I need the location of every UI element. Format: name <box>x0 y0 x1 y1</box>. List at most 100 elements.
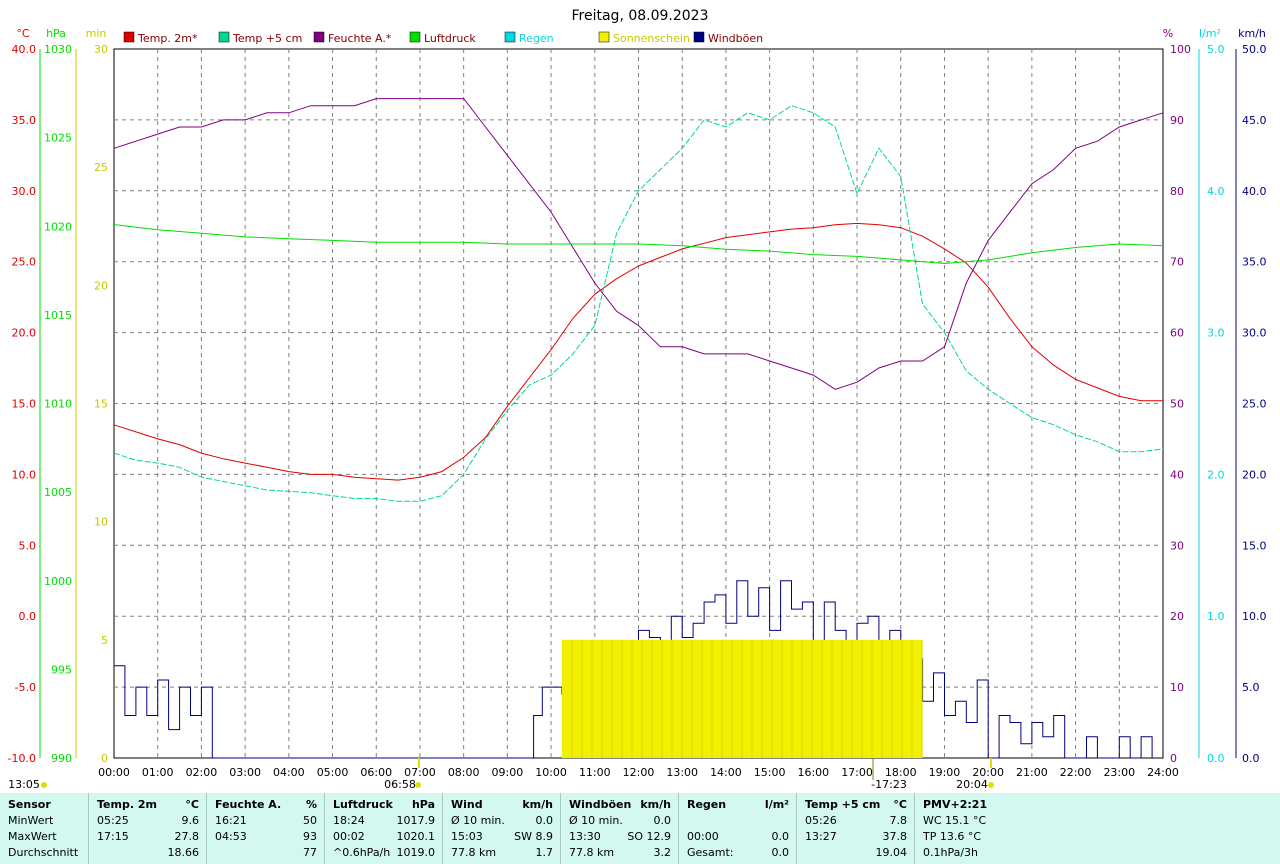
axis-tick-label: 30 <box>1170 539 1184 552</box>
footer-column: Sensor MinWert MaxWert Durchschnitt <box>0 793 88 864</box>
axis-tick-label: 0.0 <box>1207 752 1225 765</box>
axis-tick-label: 4.0 <box>1207 185 1225 198</box>
axis-tick-label: 10.0 <box>12 468 37 481</box>
x-tick-label: 10:00 <box>535 766 567 779</box>
x-tick-label: 08:00 <box>448 766 480 779</box>
footer-cell-label: 77.8 km <box>451 846 497 859</box>
footer-header-row: Regen l/m² <box>679 797 797 813</box>
legend-swatch <box>504 31 516 43</box>
footer-cell-label: Windböen <box>569 798 632 811</box>
series-line <box>113 224 1164 265</box>
axis-tick-label: 25 <box>94 161 108 174</box>
axis-tick-label: 80 <box>1170 185 1184 198</box>
footer-row: WC 15.1 °C <box>915 813 1280 829</box>
footer-row: Durchschnitt <box>0 845 88 861</box>
footer-cell-label: MaxWert <box>8 830 57 843</box>
footer-header-row: Temp. 2m °C <box>89 797 207 813</box>
x-tick-label: 20:00 <box>972 766 1004 779</box>
footer-row: 18:24 1017.9 <box>325 813 443 829</box>
footer-cell-label: 15:03 <box>451 830 483 843</box>
x-tick-label: 12:00 <box>623 766 655 779</box>
axis-tick-label: 10 <box>1170 681 1184 694</box>
legend-swatch <box>693 31 705 43</box>
footer-cell-value: 50 <box>303 814 317 827</box>
axis-tick-label: 1.0 <box>1207 610 1225 623</box>
footer-cell-value: 0.0 <box>771 846 790 859</box>
footer-row: 77.8 km 1.7 <box>443 845 561 861</box>
legend: Temp. 2m* Temp +5 cm Feuchte A.* Luftdruck R… <box>123 31 763 45</box>
legend-swatch <box>123 31 135 43</box>
footer-column: Feuchte A.% 16:21 50 04:53 93 77 <box>206 793 325 864</box>
series-line <box>113 222 1163 481</box>
x-tick-label: 23:00 <box>1103 766 1135 779</box>
footer-cell-label: Ø 10 min. <box>569 814 623 827</box>
footer-cell-value: 0.0 <box>771 830 790 843</box>
axis-tick-label: 995 <box>51 663 72 676</box>
footer-cell-label: Ø 10 min. <box>451 814 505 827</box>
x-tick-label: 21:00 <box>1016 766 1048 779</box>
noon-time: -17:23 <box>871 778 907 791</box>
x-tick-label: 03:00 <box>229 766 261 779</box>
footer-row: 17:15 27.8 <box>89 829 207 845</box>
footer-row: 00:02 1020.1 <box>325 829 443 845</box>
footer-cell-value: 3.2 <box>653 846 672 859</box>
footer-cell-label: Luftdruck <box>333 798 393 811</box>
footer-cell-label: Wind <box>451 798 483 811</box>
axis-tick-label: 0.0 <box>19 610 37 623</box>
axis-tick-label: 2.0 <box>1207 468 1225 481</box>
footer-row: MaxWert <box>0 829 88 845</box>
chart-title: Freitag, 08.09.2023 <box>572 8 709 24</box>
axis-tick-label: 60 <box>1170 327 1184 340</box>
footer-cell-value: km/h <box>522 798 553 811</box>
axis-tick-label: 15.0 <box>12 398 37 411</box>
grid <box>113 48 1164 759</box>
footer-cell-value: % <box>305 798 317 811</box>
axis-tick-label: 0 <box>101 752 108 765</box>
footer-cell-value: 19.04 <box>875 846 908 859</box>
legend-label: Windböen <box>708 32 763 45</box>
footer-cell-label: ^0.6hPa/h <box>333 846 391 859</box>
footer-row: 13:27 37.8 <box>797 829 915 845</box>
footer-cell-label: Temp. 2m <box>97 798 157 811</box>
sunrise-time: 06:58 <box>384 778 416 791</box>
footer-header-row: Sensor <box>0 797 88 813</box>
sunset-time: 20:04 <box>956 778 988 791</box>
legend-swatch <box>409 31 421 43</box>
axis-tick-label: 10.0 <box>1242 610 1267 623</box>
footer-column: PMV+2:21 WC 15.1 °C TP 13.6 °C 0.1hPa/3h <box>914 793 1280 864</box>
axis-tick-label: 70 <box>1170 256 1184 269</box>
legend-swatch <box>313 31 325 43</box>
footer-cell-label: Gesamt: <box>687 846 734 859</box>
footer-row: Ø 10 min. 0.0 <box>443 813 561 829</box>
x-tick-label: 24:00 <box>1147 766 1179 779</box>
footer-cell-value: 1019.0 <box>396 846 436 859</box>
x-tick-label: 11:00 <box>579 766 611 779</box>
x-tick-label: 04:00 <box>273 766 305 779</box>
footer-cell-label: 04:53 <box>215 830 247 843</box>
footer-row: 77.8 km 3.2 <box>561 845 679 861</box>
x-tick-label: 02:00 <box>186 766 218 779</box>
footer-row: 19.04 <box>797 845 915 861</box>
legend-label: Feuchte A.* <box>328 32 392 45</box>
axis-unit: l/m² <box>1199 27 1221 40</box>
footer-cell-label: Sensor <box>8 798 51 811</box>
markers: 13:05 06:58 -17:23 20:04 <box>8 758 994 791</box>
footer-row: 18.66 <box>89 845 207 861</box>
moon-icon <box>41 782 47 788</box>
axis-tick-label: 15.0 <box>1242 539 1267 552</box>
axis-tick-label: 3.0 <box>1207 327 1225 340</box>
footer-row: 04:53 93 <box>207 829 325 845</box>
footer-column: Temp +5 cm °C 05:26 7.8 13:27 37.8 19.04 <box>796 793 915 864</box>
footer-row: 05:26 7.8 <box>797 813 915 829</box>
footer-header-row: PMV+2:21 <box>915 797 1280 813</box>
axis-tick-label: 30.0 <box>1242 327 1267 340</box>
legend-swatch <box>218 31 230 43</box>
footer-header-row: Luftdruck hPa <box>325 797 443 813</box>
footer-row: 15:03 SW 8.9 <box>443 829 561 845</box>
x-tick-label: 05:00 <box>317 766 349 779</box>
footer-row: 13:30 SO 12.9 <box>561 829 679 845</box>
x-tick-label: 09:00 <box>492 766 524 779</box>
footer-row: MinWert <box>0 813 88 829</box>
footer-cell-label: 00:02 <box>333 830 365 843</box>
sunrise-icon <box>415 782 421 788</box>
